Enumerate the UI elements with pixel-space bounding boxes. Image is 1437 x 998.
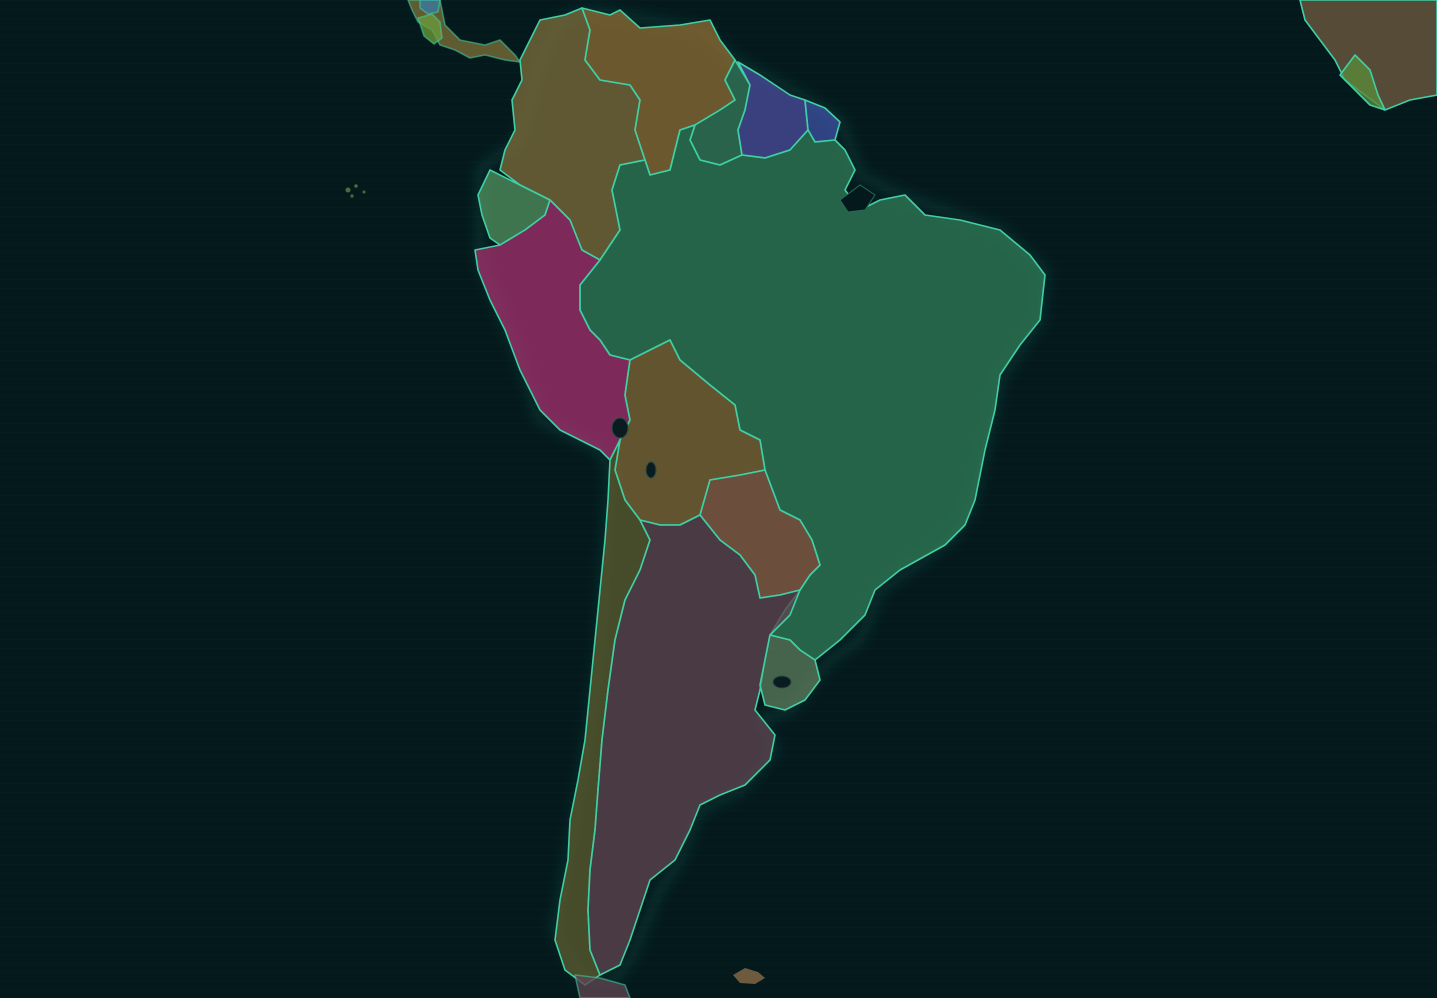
region-tierra-del-fuego[interactable] xyxy=(574,974,631,998)
falkland-islands xyxy=(733,968,765,984)
amazon-estuary xyxy=(839,184,876,213)
lake-poopo xyxy=(645,461,657,479)
region-nicaragua-fragment[interactable] xyxy=(419,0,441,15)
region-argentina[interactable] xyxy=(587,514,801,976)
region-uruguay[interactable] xyxy=(759,634,821,711)
galapagos-islands xyxy=(345,184,366,198)
lake-mirim xyxy=(772,675,792,689)
lake-titicaca xyxy=(611,417,629,439)
region-west-africa-small[interactable] xyxy=(1339,54,1386,111)
